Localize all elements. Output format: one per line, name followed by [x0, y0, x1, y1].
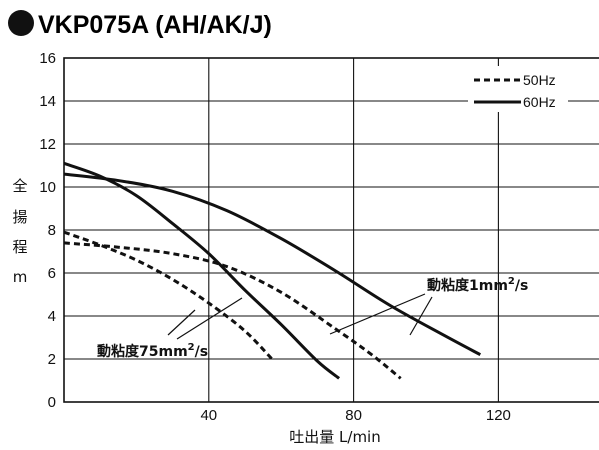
- pointer-1mm-60hz: [409, 296, 433, 336]
- annotation-pointers: [167, 293, 433, 340]
- x-tick-labels: 40 80 120: [200, 407, 510, 424]
- performance-curves: [63, 161, 482, 380]
- x-tick-label: 80: [345, 407, 362, 424]
- y-tick-label: 8: [48, 222, 56, 239]
- x-tick-label: 40: [200, 407, 217, 424]
- y-tick-label: 10: [39, 179, 56, 196]
- y-tick-label: 16: [39, 50, 56, 67]
- y-axis-label-char: m: [13, 268, 28, 286]
- curve-60hz-1mm2-s: [63, 172, 482, 357]
- legend-background: [468, 66, 568, 112]
- y-tick-label: 2: [48, 351, 56, 368]
- legend-label-60hz: 60Hz: [523, 94, 556, 110]
- y-tick-label: 12: [39, 136, 56, 153]
- y-tick-label: 14: [39, 93, 56, 110]
- title-bullet-icon: [8, 10, 34, 36]
- chart-title: VKP075A (AH/AK/J): [38, 11, 272, 39]
- y-tick-label: 6: [48, 265, 56, 282]
- pointer-1mm-50hz: [329, 293, 426, 335]
- curve-60hz-75mm2-s: [63, 161, 341, 380]
- y-axis-label-char: 揚: [12, 208, 27, 226]
- curve-50hz-1mm2-s: [63, 241, 402, 380]
- x-tick-label: 120: [486, 407, 511, 424]
- pointer-75mm-50hz: [167, 309, 196, 336]
- annotation-viscosity-75: 動粘度75mm2/s: [97, 342, 208, 360]
- y-tick-label: 0: [48, 394, 56, 411]
- y-axis-label-char: 全: [12, 177, 27, 195]
- legend: 50Hz 60Hz: [468, 66, 568, 112]
- legend-label-50hz: 50Hz: [523, 72, 556, 88]
- annotation-viscosity-1: 動粘度1mm2/s: [427, 276, 528, 294]
- plot-frame: [63, 57, 599, 403]
- curve-50hz-75mm2-s: [63, 230, 276, 363]
- pointer-75mm-60hz: [176, 297, 243, 340]
- y-axis-label-char: 程: [12, 238, 27, 256]
- y-tick-label: 4: [48, 308, 56, 325]
- y-tick-labels: 0 2 4 6 8 10 12 14 16: [39, 50, 56, 411]
- x-axis-label: 吐出量 L/min: [289, 428, 380, 446]
